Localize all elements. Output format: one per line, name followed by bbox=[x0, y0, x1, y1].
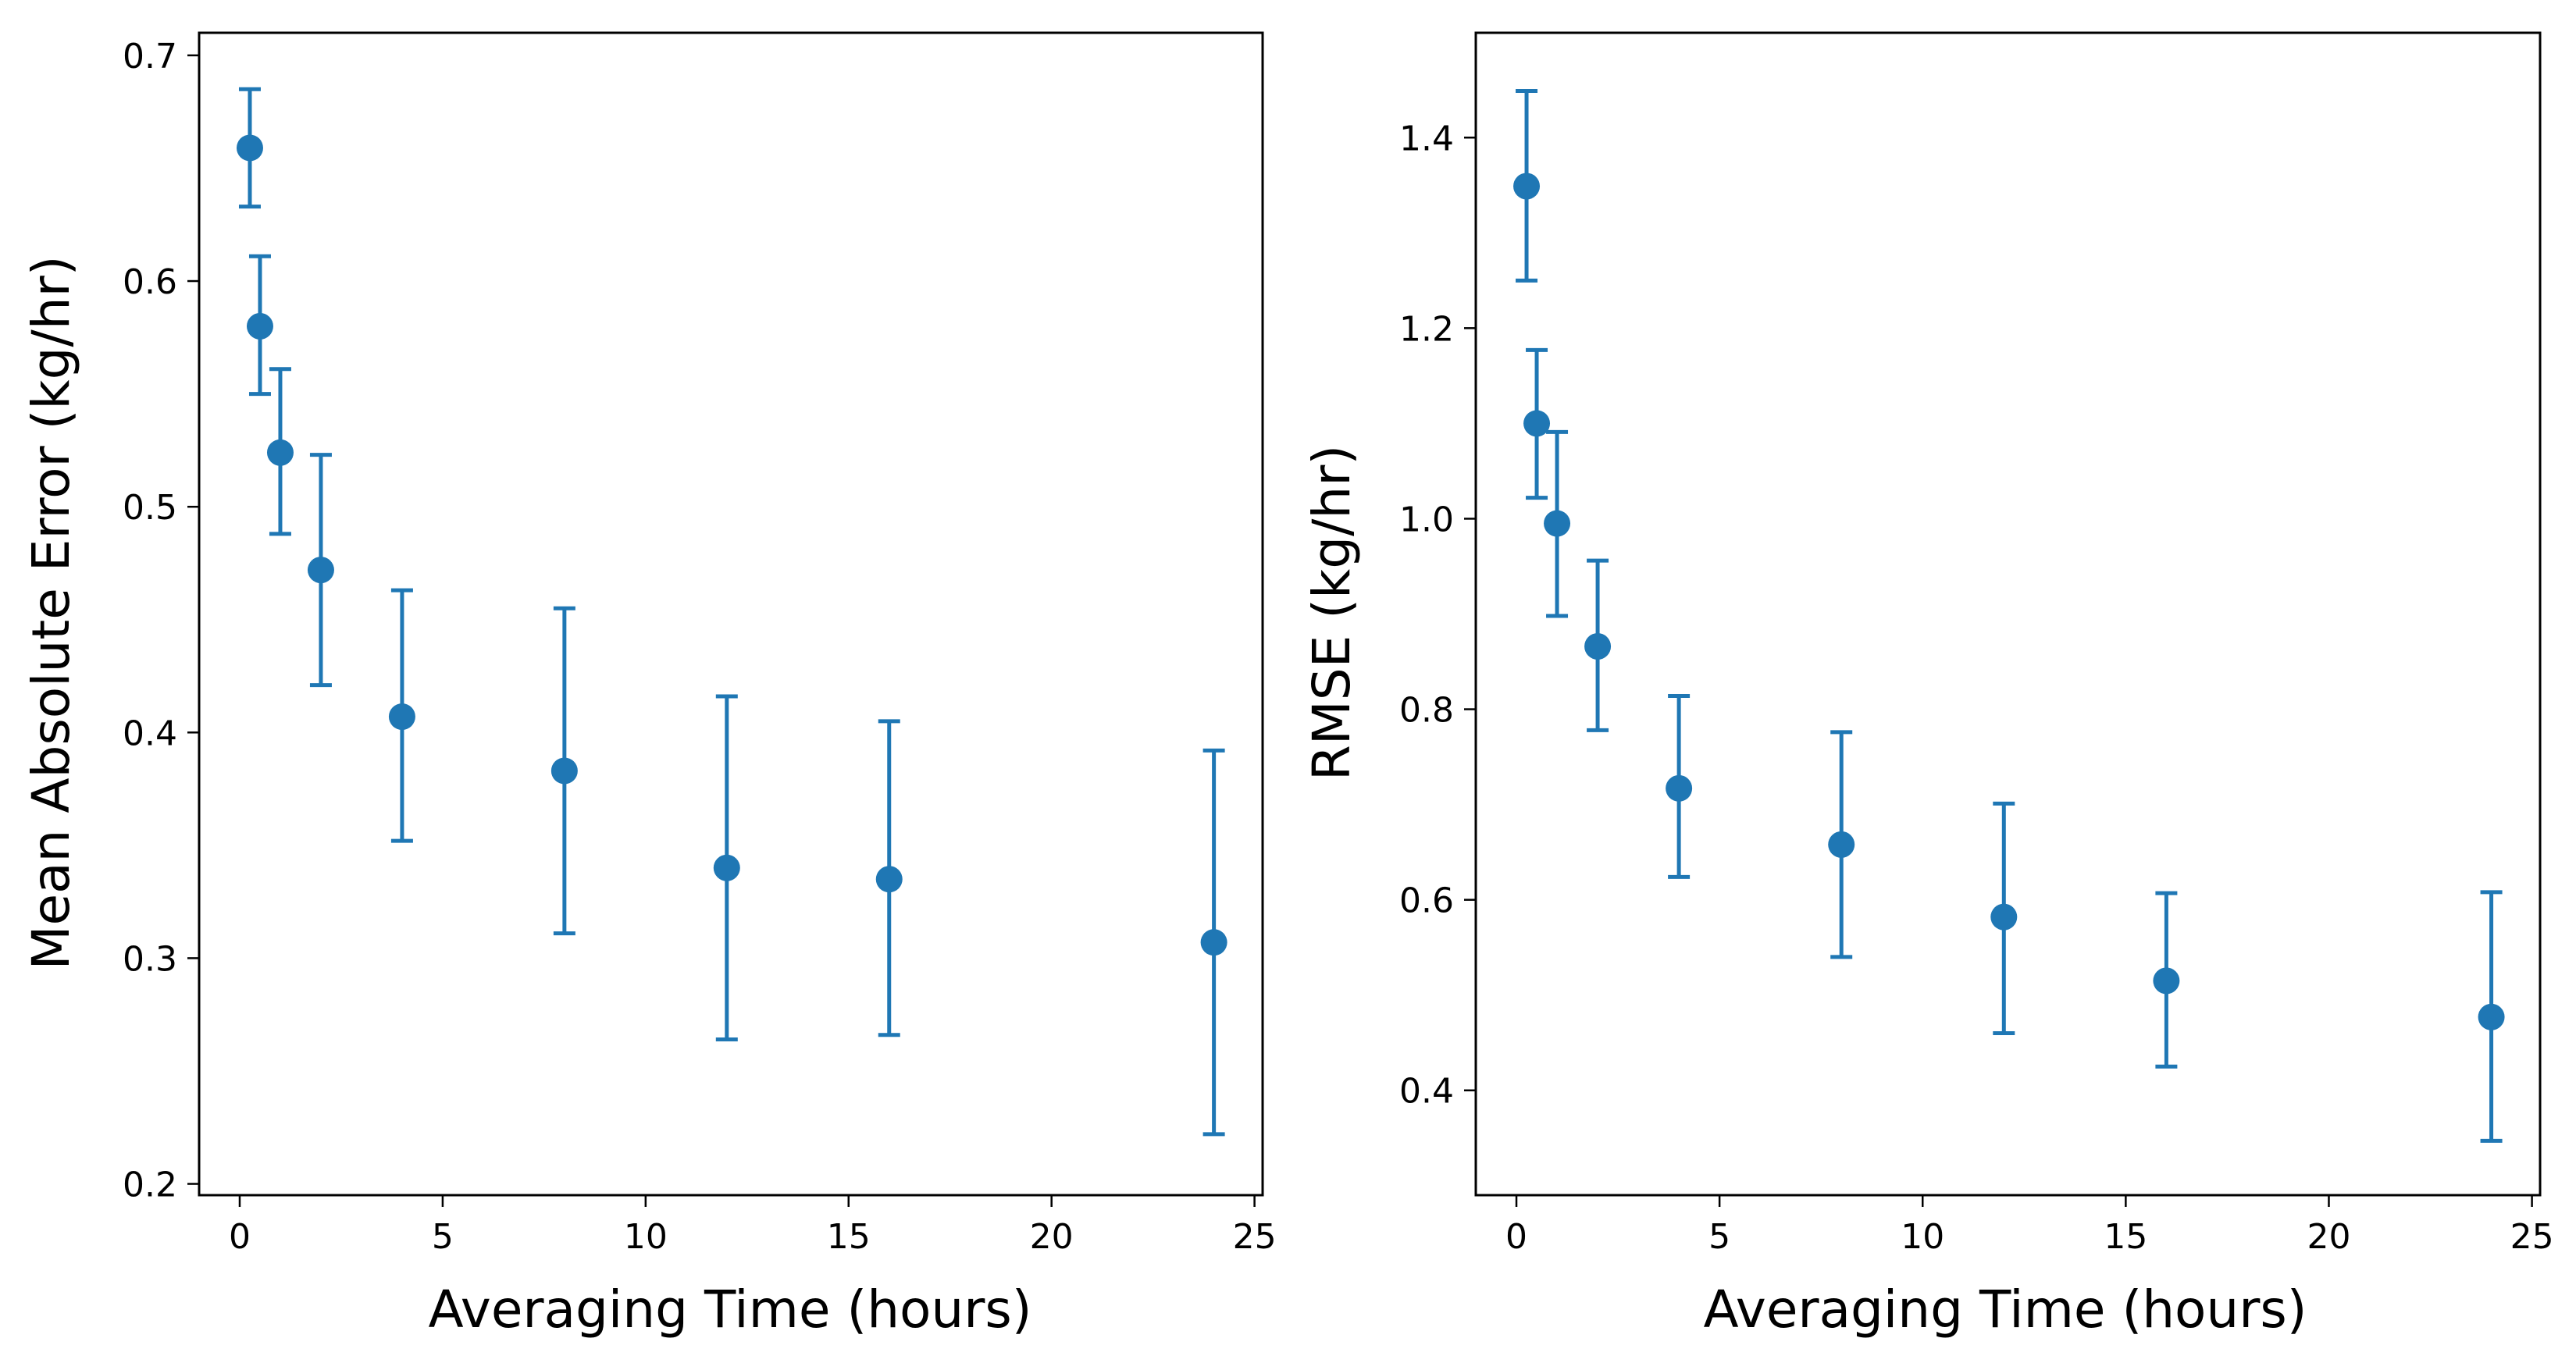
rmse-xlabel: Averaging Time (hours) bbox=[1703, 1279, 2307, 1340]
mae-xtick-label: 25 bbox=[1233, 1217, 1277, 1257]
rmse-data-point bbox=[2153, 967, 2180, 995]
mae-plot-frame bbox=[198, 31, 1264, 1197]
mae-data-point bbox=[1200, 929, 1227, 956]
rmse-data-point bbox=[1544, 510, 1571, 537]
rmse-xtick-label: 20 bbox=[2307, 1217, 2350, 1257]
rmse-ytick-label: 1.2 bbox=[1399, 309, 1454, 349]
mae-ytick-label: 0.7 bbox=[123, 37, 177, 77]
mae-ytick-label: 0.4 bbox=[123, 714, 177, 753]
mae-data-point bbox=[713, 854, 740, 881]
rmse-xtick-label: 0 bbox=[1505, 1217, 1527, 1257]
mae-ytick-label: 0.2 bbox=[123, 1165, 177, 1205]
rmse-data-point bbox=[2478, 1003, 2505, 1030]
mae-data-point bbox=[875, 866, 903, 893]
mae-xtick-label: 10 bbox=[624, 1217, 668, 1257]
rmse-plot-frame bbox=[1474, 31, 2542, 1197]
mae-ytick-label: 0.6 bbox=[123, 262, 177, 302]
mae-data-point bbox=[236, 134, 263, 162]
rmse-xtick-label: 25 bbox=[2510, 1217, 2554, 1257]
mae-xlabel: Averaging Time (hours) bbox=[428, 1279, 1031, 1340]
rmse-data-point bbox=[1584, 632, 1612, 660]
mae-data-point bbox=[246, 312, 273, 340]
rmse-data-point bbox=[1828, 831, 1855, 858]
mae-data-point bbox=[388, 703, 415, 731]
rmse-ytick-label: 1.4 bbox=[1399, 119, 1454, 158]
rmse-data-point bbox=[1523, 410, 1551, 437]
rmse-ytick-label: 0.6 bbox=[1399, 881, 1454, 921]
rmse-data-point bbox=[1666, 774, 1693, 802]
mae-xtick-label: 20 bbox=[1030, 1217, 1074, 1257]
mae-data-point bbox=[307, 557, 334, 584]
mae-xtick-label: 5 bbox=[432, 1217, 454, 1257]
rmse-data-point bbox=[1513, 173, 1541, 200]
rmse-ytick-label: 0.8 bbox=[1399, 691, 1454, 731]
mae-xtick-label: 0 bbox=[229, 1217, 251, 1257]
mae-ytick-label: 0.5 bbox=[123, 488, 177, 528]
mae-xtick-label: 15 bbox=[827, 1217, 871, 1257]
mae-panel: Averaging Time (hours) Mean Absolute Err… bbox=[21, 31, 1277, 1340]
rmse-ytick-label: 0.4 bbox=[1399, 1072, 1454, 1112]
rmse-ytick-label: 1.0 bbox=[1399, 500, 1454, 539]
rmse-data-point bbox=[1990, 903, 2018, 931]
mae-ylabel: Mean Absolute Error (kg/hr) bbox=[21, 256, 81, 970]
rmse-xtick-label: 5 bbox=[1708, 1217, 1730, 1257]
rmse-xtick-label: 15 bbox=[2104, 1217, 2147, 1257]
rmse-panel: Averaging Time (hours) RMSE (kg/hr) 0 5 10… bbox=[1302, 31, 2554, 1340]
rmse-xtick-label: 10 bbox=[1901, 1217, 1944, 1257]
mae-data-point bbox=[550, 757, 578, 785]
rmse-ylabel: RMSE (kg/hr) bbox=[1302, 445, 1362, 781]
mae-ytick-label: 0.3 bbox=[123, 939, 177, 979]
mae-data-point bbox=[266, 439, 294, 466]
